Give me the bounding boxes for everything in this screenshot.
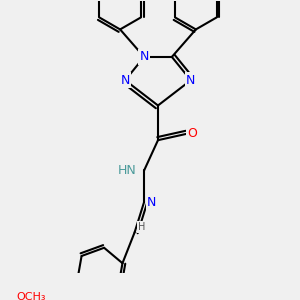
Text: N: N	[140, 50, 149, 63]
Text: H: H	[138, 222, 145, 232]
Text: N: N	[121, 74, 130, 87]
Text: N: N	[186, 74, 196, 87]
Text: N: N	[147, 196, 156, 208]
Text: HN: HN	[118, 164, 136, 177]
Text: O: O	[188, 128, 198, 140]
Text: OCH₃: OCH₃	[16, 292, 46, 300]
